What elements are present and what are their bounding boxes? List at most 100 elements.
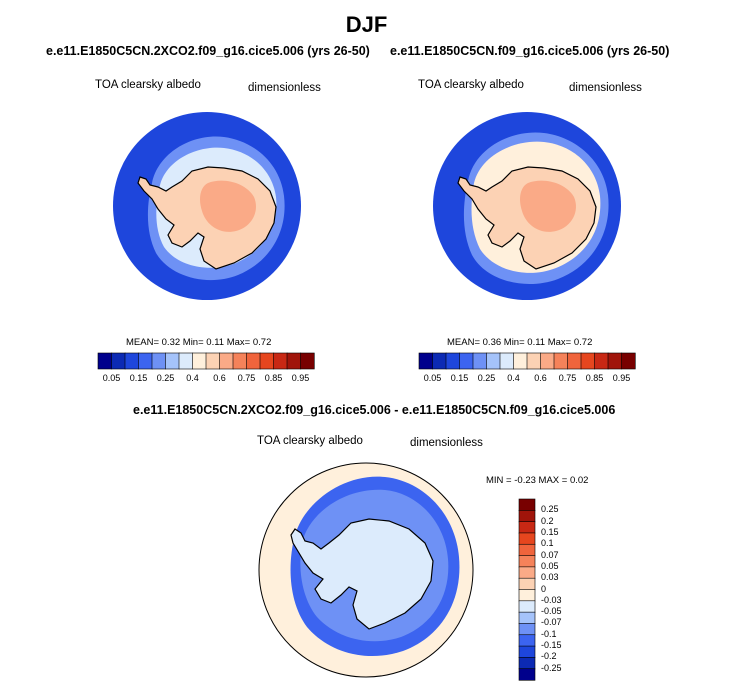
panel-1-colorbar-box: [219, 352, 234, 370]
panel-2-colorbar-box: [432, 352, 447, 370]
panel-1-colorbar-box: [273, 352, 288, 370]
panel-3-colorbar-tick-label: 0.2: [541, 515, 554, 526]
panel-3-colorbar-box: [518, 577, 536, 591]
panel-2-colorbar-box: [607, 352, 623, 370]
panel-1-mean-value: 0.32: [161, 337, 181, 348]
panel-3-min-value: -0.23: [514, 475, 536, 486]
panel-2-max-value: 0.72: [573, 337, 593, 348]
panel-3-title: e.e11.E1850C5CN.2XCO2.f09_g16.cice5.006 …: [133, 403, 616, 417]
panel-2-colorbar-box: [459, 352, 474, 370]
panel-1-units-label: dimensionless: [248, 82, 321, 94]
panel-3-colorbar-box: [518, 521, 536, 534]
panel-2-colorbar-box: [567, 352, 582, 370]
panel-3-colorbar-box: [518, 668, 536, 681]
panel-1-colorbar-box: [138, 352, 153, 370]
panel-2-mean-value: 0.36: [482, 337, 502, 348]
panel-1-colorbar-tick-label: 0.4: [186, 373, 199, 383]
panel-1-colorbar-box: [151, 352, 167, 370]
panel-2-title: e.e11.E1850C5CN.f09_g16.cice5.006 (yrs 2…: [390, 44, 670, 58]
panel-3-colorbar-tick-label: -0.1: [541, 628, 557, 639]
panel-3-colorbar-box: [518, 611, 536, 625]
panel-3-colorbar-box: [518, 498, 536, 511]
panel-3-max-value: 0.02: [569, 475, 589, 486]
panel-2-colorbar-box: [526, 352, 542, 370]
panel-3-colorbar-box: [518, 532, 536, 545]
panel-2-colorbar-box: [553, 352, 569, 370]
panel-3-colorbar-tick-label: -0.07: [541, 617, 562, 628]
panel-2-colorbar-box: [445, 352, 461, 370]
panel-2-colorbar-box: [621, 352, 636, 370]
panel-3-colorbar-box: [518, 555, 536, 568]
panel-1-max-label: Max=: [226, 337, 251, 348]
panel-2-colorbar-box: [418, 352, 434, 370]
panel-3-max-label: MAX =: [538, 475, 568, 486]
panel-3-colorbar-box: [518, 510, 536, 523]
panel-1-colorbar-box: [300, 352, 315, 370]
panel-1-colorbar-box: [165, 352, 180, 370]
panel-1-colorbar-box: [192, 352, 207, 370]
panel-3-units-label: dimensionless: [410, 437, 483, 449]
panel-1-colorbar-box: [97, 352, 113, 370]
panel-1-min-value: 0.11: [206, 337, 225, 348]
figure-title: DJF: [345, 12, 388, 37]
panel-3-map: [258, 462, 474, 678]
panel-2-colorbar-box: [513, 352, 528, 370]
panel-3-colorbar-tick-label: 0.25: [541, 504, 559, 515]
panel-2-max-label: Max=: [547, 337, 572, 348]
panel-3-colorbar-tick-label: -0.15: [541, 640, 562, 651]
panel-2-colorbar-tick-label: 0.25: [477, 373, 496, 383]
panel-1-colorbar-box: [205, 352, 221, 370]
panel-3-colorbar-tick-label: -0.05: [541, 606, 562, 617]
panel-3-colorbar-tick-label: 0.1: [541, 538, 554, 549]
panel-3-stats: MIN = -0.23 MAX = 0.02: [486, 475, 588, 486]
panel-1-colorbar-tick-label: 0.75: [237, 373, 256, 383]
panel-1-continent-high: [200, 180, 256, 232]
panel-1-max-value: 0.72: [252, 337, 272, 348]
panel-2-colorbar-tick-label: 0.4: [507, 373, 520, 383]
panel-1-colorbar-box: [232, 352, 248, 370]
panel-2-colorbar-box: [540, 352, 555, 370]
panel-3-colorbar-tick-label: 0.03: [541, 572, 559, 583]
panel-2-continent-high: [520, 180, 576, 232]
panel-3-colorbar-box: [518, 566, 536, 579]
panel-3-colorbar-tick-label: -0.2: [541, 651, 557, 662]
panel-3-colorbar: [518, 498, 536, 681]
panel-3-colorbar-box: [518, 600, 536, 613]
panel-1-colorbar: [97, 352, 315, 370]
panel-1-colorbar-box: [259, 352, 275, 370]
panel-3-colorbar-tick-label: 0.15: [541, 526, 559, 537]
panel-2-min-label: Min=: [503, 337, 525, 348]
panel-1-map: [113, 112, 301, 300]
panel-2-colorbar-box: [594, 352, 609, 370]
panel-3-colorbar-box: [518, 645, 536, 658]
panel-3-colorbar-box: [518, 623, 536, 636]
panel-3-colorbar-box: [518, 657, 536, 670]
panel-2-colorbar-tick-label: 0.05: [423, 373, 442, 383]
panel-2-stats: MEAN= 0.36 Min= 0.11 Max= 0.72: [447, 337, 592, 348]
panel-1-colorbar-tick-label: 0.15: [129, 373, 148, 383]
panel-1-title: e.e11.E1850C5CN.2XCO2.f09_g16.cice5.006 …: [46, 44, 370, 58]
panel-1-colorbar-box: [286, 352, 302, 370]
panel-2-colorbar-tick-label: 0.15: [450, 373, 469, 383]
panel-2-colorbar-tick-label: 0.75: [558, 373, 577, 383]
panel-2-mean-label: MEAN=: [447, 337, 480, 348]
panel-2-min-value: 0.11: [527, 337, 546, 348]
panel-1-colorbar-box: [111, 352, 126, 370]
panel-2-colorbar-tick-label: 0.95: [612, 373, 631, 383]
panel-2-colorbar-tick-label: 0.6: [534, 373, 547, 383]
panel-3-continent: [290, 518, 434, 630]
panel-3-colorbar-box: [518, 634, 536, 647]
panel-2-colorbar: [418, 352, 636, 370]
panel-1-variable-label: TOA clearsky albedo: [95, 79, 201, 91]
panel-3-variable-label: TOA clearsky albedo: [257, 435, 363, 447]
panel-1-colorbar-tick-label: 0.6: [213, 373, 226, 383]
panel-3-colorbar-box: [518, 543, 536, 557]
panel-2-colorbar-box: [472, 352, 488, 370]
panel-1-colorbar-tick-label: 0.25: [156, 373, 175, 383]
panel-3-colorbar-tick-label: 0.05: [541, 560, 559, 571]
panel-2-units-label: dimensionless: [569, 82, 642, 94]
panel-1-stats: MEAN= 0.32 Min= 0.11 Max= 0.72: [126, 337, 271, 348]
panel-2-colorbar-box: [499, 352, 515, 370]
panel-1-colorbar-box: [246, 352, 261, 370]
panel-2-colorbar-box: [486, 352, 501, 370]
